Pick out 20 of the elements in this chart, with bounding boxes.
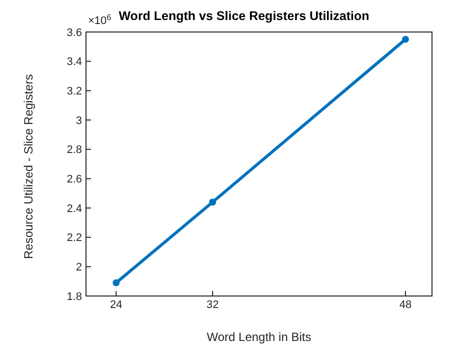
x-tick-label: 24 bbox=[110, 298, 122, 311]
point bbox=[209, 198, 216, 206]
y-tick-label: 3.2 bbox=[66, 86, 82, 98]
point bbox=[402, 36, 409, 43]
x-tick-label: 48 bbox=[399, 298, 412, 311]
chart-title: Word Length vs Slice Registers Utilization bbox=[118, 9, 370, 23]
y-tick-label: 3.6 bbox=[66, 26, 82, 39]
y-axis-title: Resource Utilized - Slice Registers bbox=[21, 74, 36, 259]
text: ×10$^{6}$ bbox=[88, 12, 112, 27]
y-tick-label: 3 bbox=[76, 114, 82, 127]
y-tick-label: 3.4 bbox=[66, 56, 82, 68]
y-tick-label: 2.2 bbox=[66, 232, 82, 244]
x-tick-label: 32 bbox=[206, 298, 219, 311]
x-axis-title: Word Length in Bits bbox=[206, 330, 312, 344]
point bbox=[112, 279, 120, 286]
y-tick-label: 2 bbox=[76, 262, 82, 274]
y-tick-label: 2.8 bbox=[66, 144, 82, 156]
y-tick-label: 2.4 bbox=[66, 202, 82, 215]
y-tick-label: 1.8 bbox=[66, 290, 82, 303]
y-tick-label: 2.6 bbox=[66, 174, 82, 186]
